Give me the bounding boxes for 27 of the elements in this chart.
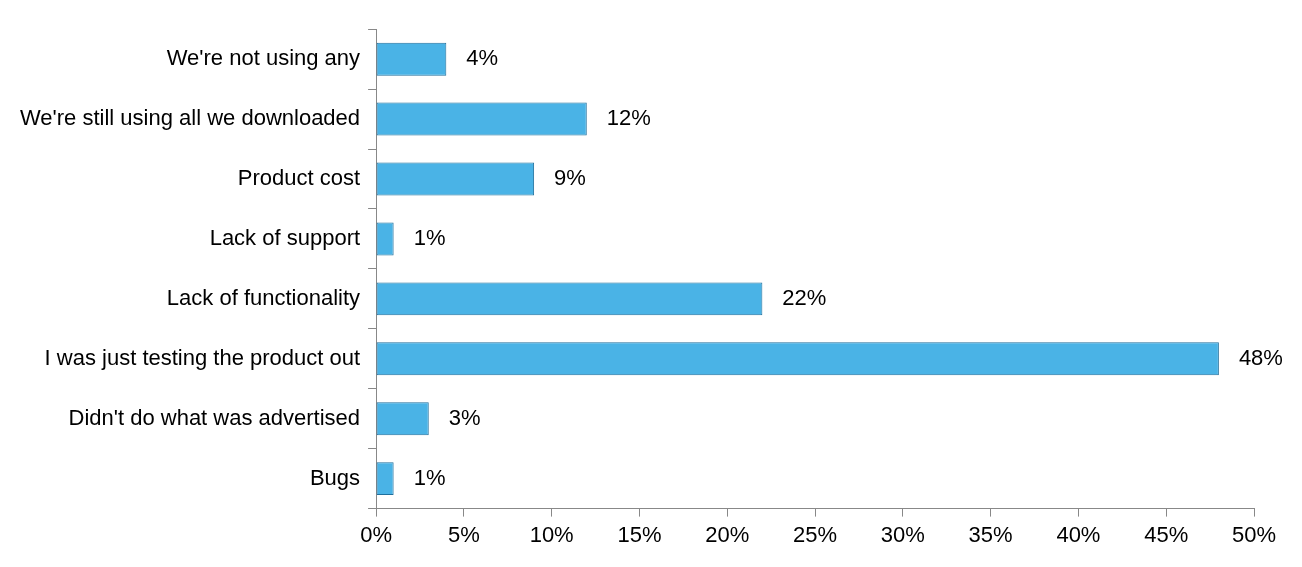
y-tick-label: We're still using all we downloaded bbox=[19, 105, 361, 131]
x-tick-label: 15% bbox=[617, 521, 662, 547]
x-tick-label: 25% bbox=[793, 521, 838, 547]
x-tick-label: 35% bbox=[968, 521, 1013, 547]
x-tick-label: 30% bbox=[880, 521, 925, 547]
data-label: 1% bbox=[413, 464, 446, 490]
data-label: 48% bbox=[1238, 344, 1283, 370]
x-tick-label: 20% bbox=[705, 521, 750, 547]
x-tick-label: 5% bbox=[447, 521, 480, 547]
data-label: 22% bbox=[782, 284, 827, 310]
y-tick-label: Product cost bbox=[237, 165, 361, 191]
x-tick-label: 0% bbox=[360, 521, 392, 547]
y-tick-label: Lack of support bbox=[209, 225, 361, 250]
x-tick-label: 45% bbox=[1144, 521, 1189, 547]
data-label: 4% bbox=[466, 45, 499, 71]
y-tick-label: I was just testing the product out bbox=[44, 344, 361, 370]
y-tick-label: Bugs bbox=[309, 464, 361, 490]
data-label: 3% bbox=[448, 404, 481, 430]
x-tick-label: 10% bbox=[529, 521, 574, 547]
data-label: 12% bbox=[606, 105, 651, 131]
x-tick-label: 50% bbox=[1231, 521, 1277, 547]
y-tick-label: We're not using any bbox=[166, 45, 361, 71]
x-tick-label: 40% bbox=[1056, 521, 1101, 547]
y-tick-label: Lack of functionality bbox=[166, 284, 361, 310]
data-label: 9% bbox=[554, 165, 586, 191]
y-tick-label: Didn't do what was advertised bbox=[68, 404, 361, 430]
data-label: 1% bbox=[413, 225, 446, 250]
